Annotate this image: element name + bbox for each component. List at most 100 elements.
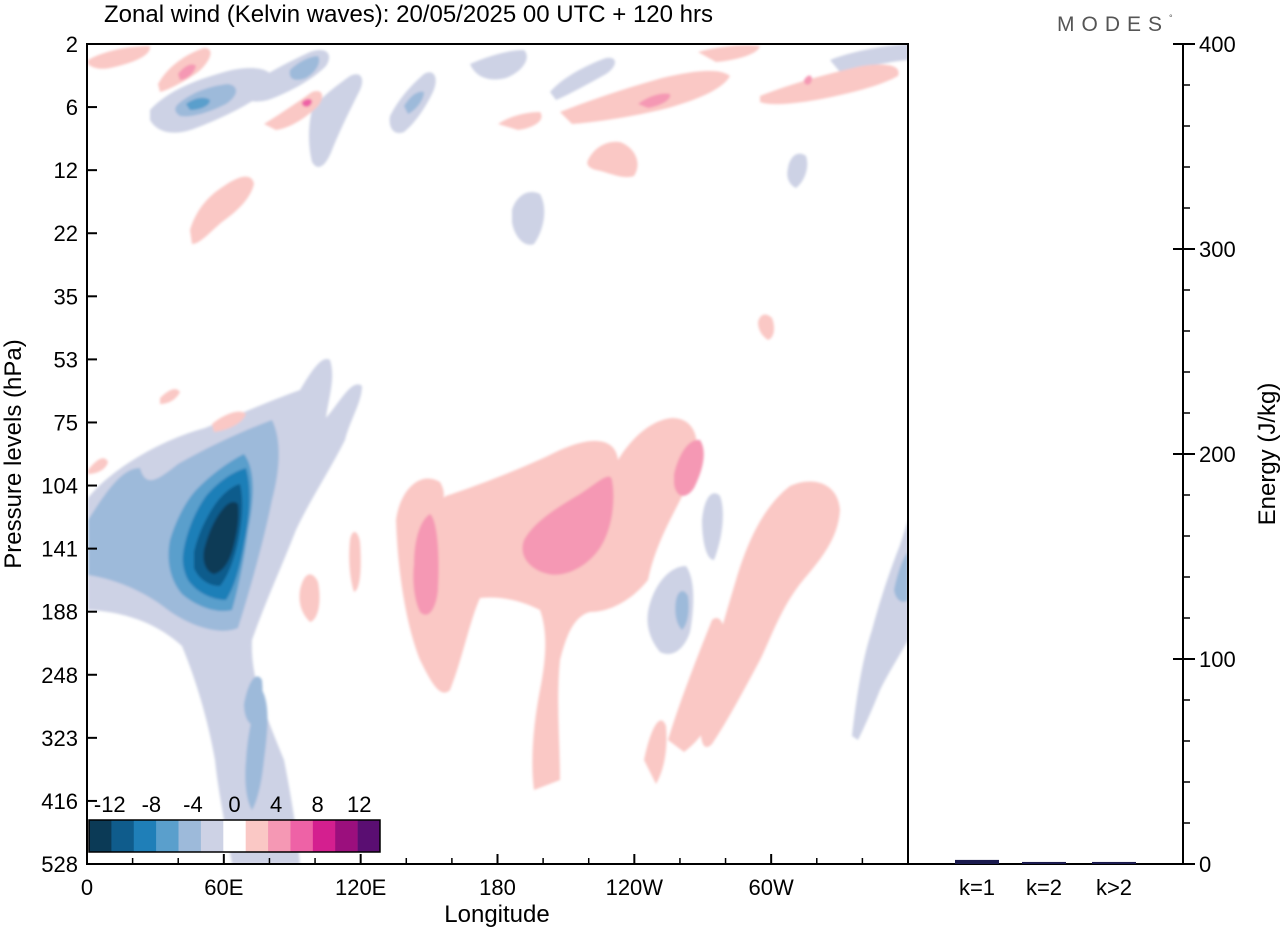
contour-negative-main-e (203, 502, 239, 574)
y-tick-label: 53 (54, 347, 78, 372)
contour-negative-blob (702, 493, 723, 560)
energy-tick-label: 200 (1199, 442, 1236, 467)
contour-positive-west-core (413, 514, 439, 615)
y-tick-label: 141 (41, 537, 78, 562)
contour-negative-tongue-inner (244, 676, 263, 726)
energy-panel: 0 100 200 300 400 k=1 k=2 k>2 (908, 32, 1236, 900)
contour-positive-strat-f (88, 46, 151, 69)
colorbar-swatch (156, 820, 179, 852)
energy-category-label: k=2 (1026, 875, 1062, 900)
energy-bars (955, 859, 1136, 864)
colorbar-swatch (89, 820, 112, 852)
x-axis-label: Longitude (444, 901, 549, 928)
contour-negative-strat-j (512, 191, 545, 245)
colorbar-label: -12 (94, 792, 126, 817)
colorbar-swatch (335, 820, 358, 852)
x-axis-ticks: 0 60E 120E 180 120W 60W (81, 854, 864, 900)
contour-positive-east-blob (700, 481, 840, 747)
colorbar-label: 0 (228, 792, 240, 817)
colorbar-frame (88, 819, 381, 853)
colorbar-swatch (200, 820, 224, 852)
y-tick-label: 35 (54, 284, 78, 309)
energy-category-label: k>2 (1096, 875, 1132, 900)
energy-bar (1092, 861, 1136, 864)
y-tick-label: 416 (41, 789, 78, 814)
y-tick-label: 323 (41, 726, 78, 751)
x-tick-label: 120W (606, 875, 664, 900)
y-tick-label: 6 (66, 95, 78, 120)
contour-positive-strat-a (190, 176, 254, 244)
contour-positive-left-d (212, 411, 246, 432)
y-axis-ticks: 2 6 12 22 35 53 75 104 141 188 248 323 416 528 (41, 32, 97, 877)
contour-positive-left-e (160, 389, 180, 404)
contour-positive-strat-h (560, 70, 730, 124)
colorbar-label: -4 (183, 792, 203, 817)
colorbar-swatch (290, 820, 314, 852)
contour-negative-east-strip (852, 520, 908, 740)
contour-negative-strat-e (289, 56, 320, 80)
contour-axes: 0 60E 120E 180 120W 60W 2 6 12 22 35 53 75 104 141 188… (41, 32, 909, 900)
energy-category-label: k=1 (959, 875, 995, 900)
contour-positive-main-c (522, 476, 614, 575)
contour-negative-strat-f (309, 74, 363, 167)
contour-negative-east-inner (675, 591, 689, 630)
colorbar-swatch (133, 820, 157, 852)
colorbar-label: -8 (142, 792, 162, 817)
contour-positive-strat-i (638, 93, 671, 108)
energy-y-ticks: 0 100 200 300 400 (1173, 32, 1236, 877)
colorbar-swatch (312, 820, 336, 852)
contour-positive-main-outer (396, 418, 697, 790)
contour-positive-strat-n (698, 45, 760, 62)
energy-tick-label: 0 (1199, 852, 1211, 877)
contour-positive-strat-e (302, 99, 312, 107)
y-axis-label: Pressure levels (hPa) (0, 339, 27, 568)
contour-positive-left-a (299, 574, 320, 622)
energy-tick-label: 400 (1199, 32, 1236, 57)
contour-positive-strat-m (758, 314, 775, 340)
contour-negative-strat-c (186, 97, 210, 110)
contour-negative-east-outer (647, 566, 694, 654)
y-tick-label: 248 (41, 663, 78, 688)
brand-mark: ° (1169, 13, 1173, 23)
contour-plot-frame (86, 43, 909, 865)
colorbar-swatch (245, 820, 269, 852)
contour-positive-left-b (349, 531, 361, 592)
contour-positive-east-core (674, 439, 704, 496)
contour-positive-strip-a (644, 720, 667, 784)
contour-negative-strat-l (787, 153, 808, 188)
x-tick-label: 60W (749, 875, 794, 900)
colorbar-swatch (178, 820, 202, 852)
y-tick-label: 188 (41, 600, 78, 625)
colorbar-swatch (223, 820, 246, 852)
contour-positive-strat-g (498, 112, 542, 130)
contour-positive-strat-l (587, 141, 638, 178)
contour-positive-left-c (88, 458, 108, 474)
contour-negative-strat-m (830, 44, 908, 72)
contour-negative-east-core (894, 552, 908, 602)
x-tick-label: 60E (204, 875, 243, 900)
contour-negative-tongue (245, 690, 268, 810)
colorbar-swatch (357, 820, 381, 852)
x-tick-label: 0 (81, 875, 93, 900)
energy-tick-label: 100 (1199, 647, 1236, 672)
contour-field (88, 44, 908, 864)
colorbar-swatches (88, 819, 381, 853)
y-tick-label: 528 (41, 852, 78, 877)
contour-negative-strat-i (470, 50, 527, 80)
contour-positive-strat-k (804, 75, 812, 85)
contour-negative-strat-h (404, 91, 424, 114)
brand-logo: MODES° (1057, 13, 1173, 36)
contour-positive-strat-j (760, 64, 899, 105)
energy-x-categories: k=1 k=2 k>2 (959, 875, 1132, 900)
contour-positive-strat-c (178, 64, 196, 80)
x-tick-label: 180 (479, 875, 516, 900)
colorbar-swatch (268, 820, 291, 852)
chart-title: Zonal wind (Kelvin waves): 20/05/2025 00… (104, 1, 713, 28)
colorbar: -12 -8 -4 0 4 8 12 (88, 792, 381, 853)
contour-positive-strip-b (668, 618, 727, 752)
y-tick-label: 2 (66, 32, 78, 57)
colorbar-swatch (111, 820, 135, 852)
energy-bar (1022, 861, 1066, 864)
colorbar-label: 4 (270, 792, 282, 817)
